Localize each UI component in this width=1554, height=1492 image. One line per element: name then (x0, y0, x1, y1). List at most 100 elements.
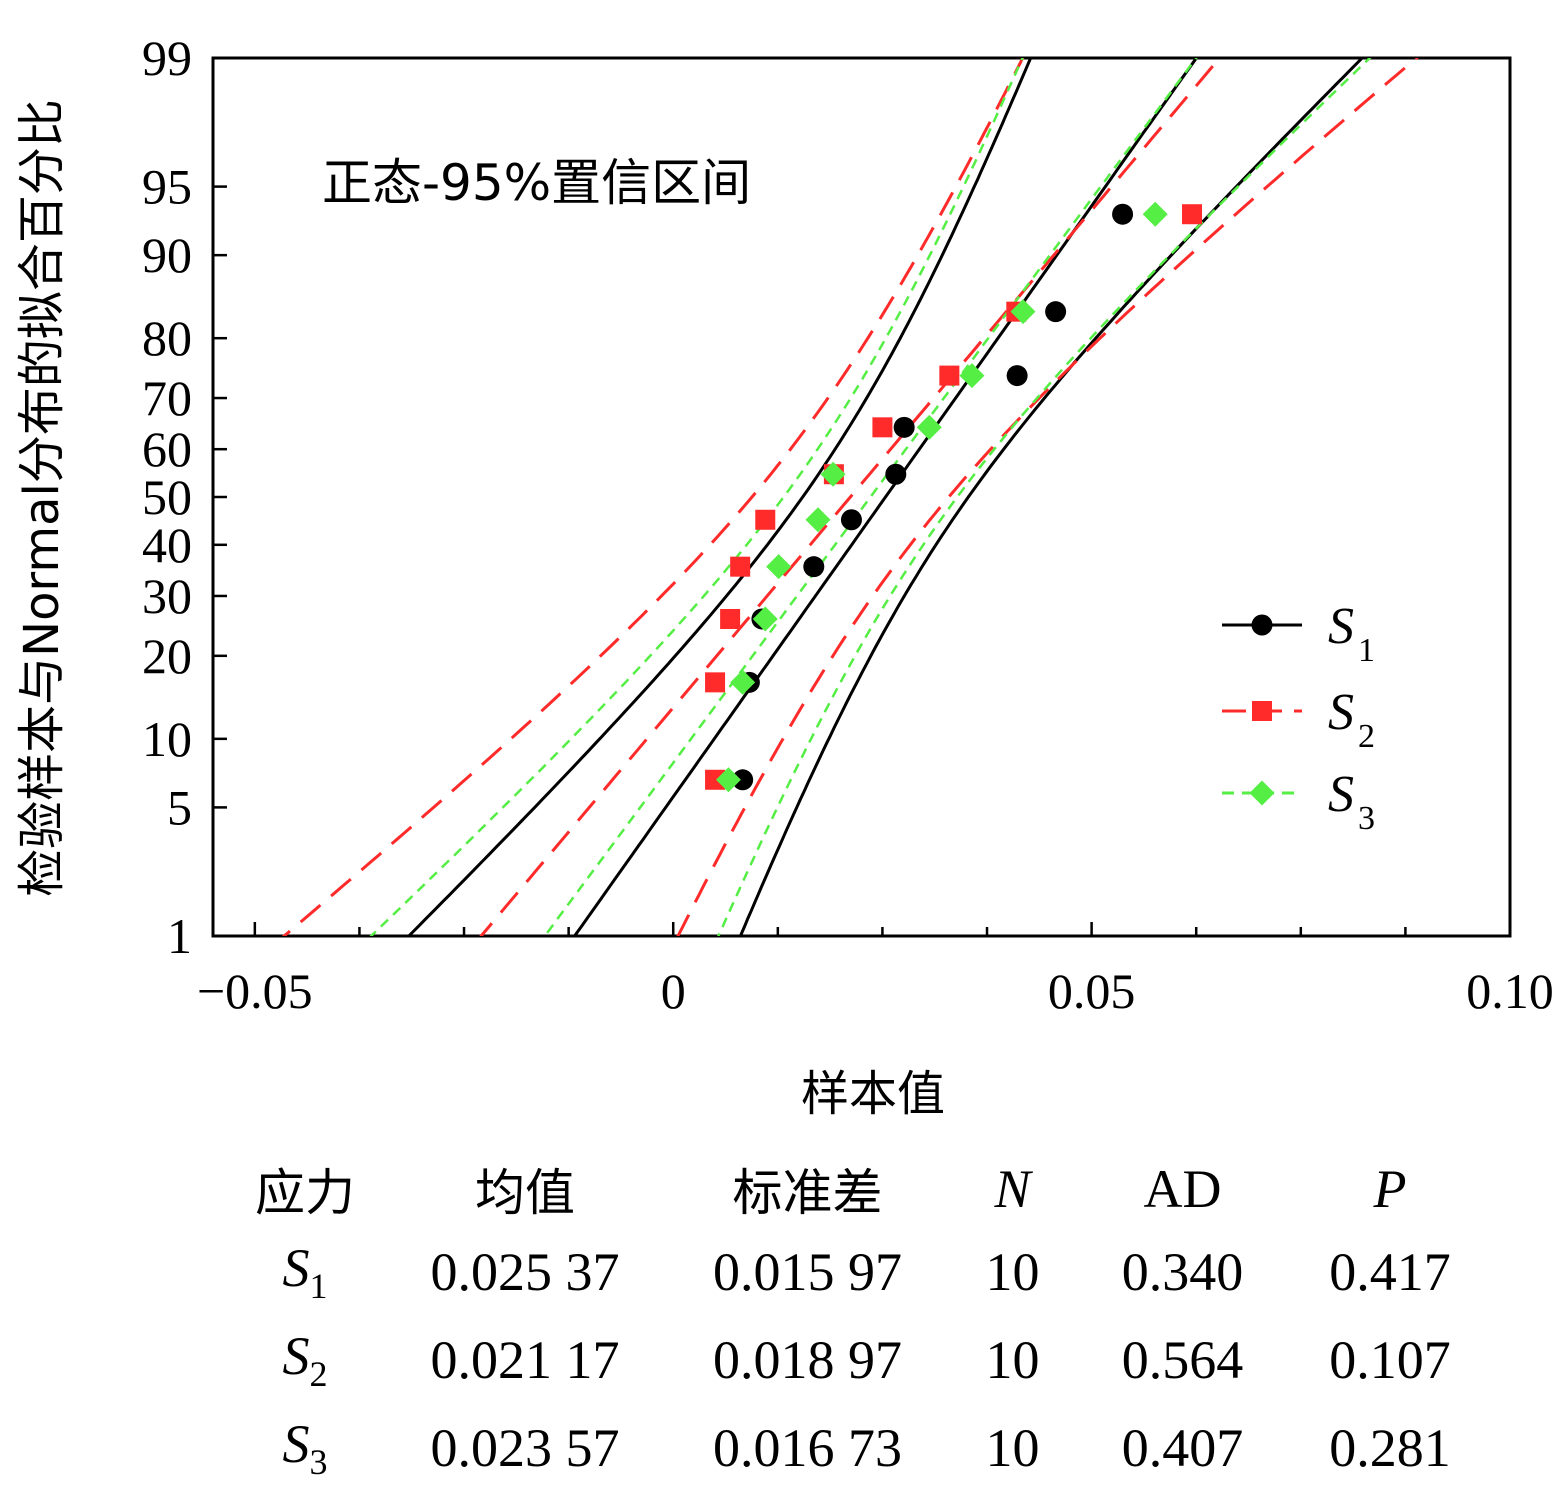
ci-lower-line-3 (369, 58, 1024, 936)
cell-mean: 0.025 37 (430, 1242, 620, 1302)
fit-group-3 (369, 58, 1372, 936)
data-point (715, 767, 741, 793)
legend-subscript-1: 1 (1358, 632, 1375, 669)
cell-std: 0.015 97 (713, 1242, 902, 1302)
cell-stress: S3 (282, 1413, 328, 1482)
y-tick-label: 5 (167, 779, 192, 835)
data-point (803, 556, 825, 578)
data-point (916, 414, 942, 440)
cell-n: 10 (985, 1418, 1040, 1478)
cell-std: 0.016 73 (713, 1418, 902, 1478)
y-tick-label: 70 (142, 370, 192, 426)
data-point (732, 769, 754, 791)
data-point (820, 461, 846, 487)
data-point (1010, 299, 1036, 325)
data-point (893, 416, 915, 438)
data-point (1142, 201, 1168, 227)
data-point (730, 556, 751, 577)
ci-upper-line-1 (738, 58, 1365, 936)
cell-n: 10 (985, 1242, 1040, 1302)
data-point (872, 417, 893, 438)
data-point (959, 363, 985, 389)
y-tick-label: 40 (142, 517, 192, 573)
series-points-1 (732, 203, 1134, 791)
x-tick-label: 0.10 (1466, 963, 1554, 1019)
y-tick-label: 10 (142, 711, 192, 767)
y-tick-label: 1 (167, 908, 192, 964)
data-point (720, 608, 741, 629)
data-point (705, 769, 726, 790)
y-tick-label: 95 (142, 159, 192, 215)
y-tick-label: 50 (142, 469, 192, 525)
data-point (840, 509, 862, 531)
cell-ad: 0.564 (1121, 1330, 1244, 1390)
x-tick-label: −0.05 (197, 963, 313, 1019)
cell-p: 0.281 (1329, 1418, 1451, 1478)
legend: S 1S 2S 3 (1222, 598, 1375, 837)
fit-line-2 (479, 58, 1222, 936)
table-row: S3 0.023 57 0.016 73 10 0.407 0.281 (225, 1404, 1490, 1492)
cell-mean: 0.021 17 (430, 1330, 620, 1390)
fit-group-2 (281, 58, 1419, 936)
data-point (730, 669, 756, 695)
fit-line-3 (543, 58, 1198, 936)
y-tick-label: 90 (142, 227, 192, 283)
ci-lower-line-1 (406, 58, 1033, 936)
cell-ad: 0.340 (1121, 1242, 1244, 1302)
data-point (1045, 301, 1067, 323)
cell-stress: S1 (282, 1237, 328, 1306)
data-point (755, 509, 776, 530)
y-tick-label: 60 (142, 421, 192, 477)
data-point (805, 507, 831, 533)
legend-marker-2 (1252, 701, 1272, 721)
x-tick-label: 0.05 (1048, 963, 1136, 1019)
y-tick-label: 99 (142, 30, 192, 86)
data-point (1112, 203, 1134, 225)
legend-marker-1 (1251, 614, 1273, 636)
cell-mean: 0.023 57 (430, 1418, 620, 1478)
legend-subscript-2: 2 (1358, 718, 1375, 755)
cell-std: 0.018 97 (713, 1330, 902, 1390)
data-point (705, 672, 726, 693)
data-point (885, 463, 907, 485)
ci-lower-line-2 (281, 58, 1025, 936)
data-point (1006, 365, 1028, 387)
table-header-row: 应力 均值 标准差 N AD P (225, 1150, 1490, 1228)
header-std: 标准差 (732, 1164, 883, 1222)
data-point (939, 365, 960, 386)
ci-upper-line-3 (717, 58, 1372, 936)
legend-marker-3 (1249, 780, 1275, 806)
annotation-text: 正态-95%置信区间 (322, 154, 751, 212)
ci-upper-line-2 (676, 58, 1419, 936)
fit-line-1 (572, 58, 1199, 936)
data-point (752, 606, 778, 632)
y-tick-label: 80 (142, 310, 192, 366)
cell-n: 10 (985, 1330, 1040, 1390)
header-mean: 均值 (475, 1164, 575, 1222)
data-point (766, 554, 792, 580)
cell-stress: S2 (282, 1325, 328, 1394)
header-stress: 应力 (255, 1164, 355, 1222)
y-axis-title: 检验样本与Normal分布的拟合百分比 (14, 99, 70, 897)
x-axis-title: 样本值 (801, 1066, 945, 1122)
series-points-3 (715, 201, 1168, 793)
cell-ad: 0.407 (1121, 1418, 1244, 1478)
statistics-table: 应力 均值 标准差 N AD P S1 0.025 37 0.015 97 10… (225, 1150, 1490, 1492)
legend-label-3: S (1328, 766, 1354, 823)
fit-group-1 (406, 58, 1365, 936)
legend-label-2: S (1328, 684, 1354, 741)
legend-subscript-3: 3 (1358, 800, 1375, 837)
cell-p: 0.107 (1329, 1330, 1451, 1390)
data-point (1182, 204, 1203, 225)
cell-p: 0.417 (1329, 1242, 1451, 1302)
y-tick-label: 30 (142, 568, 192, 624)
x-tick-label: 0 (661, 963, 686, 1019)
legend-label-1: S (1328, 598, 1354, 655)
header-p: P (1373, 1159, 1407, 1219)
series-points-2 (705, 204, 1203, 790)
y-tick-label: 20 (142, 628, 192, 684)
table-row: S1 0.025 37 0.015 97 10 0.340 0.417 (225, 1228, 1490, 1316)
table-row: S2 0.021 17 0.018 97 10 0.564 0.107 (225, 1316, 1490, 1404)
header-ad: AD (1143, 1159, 1222, 1219)
